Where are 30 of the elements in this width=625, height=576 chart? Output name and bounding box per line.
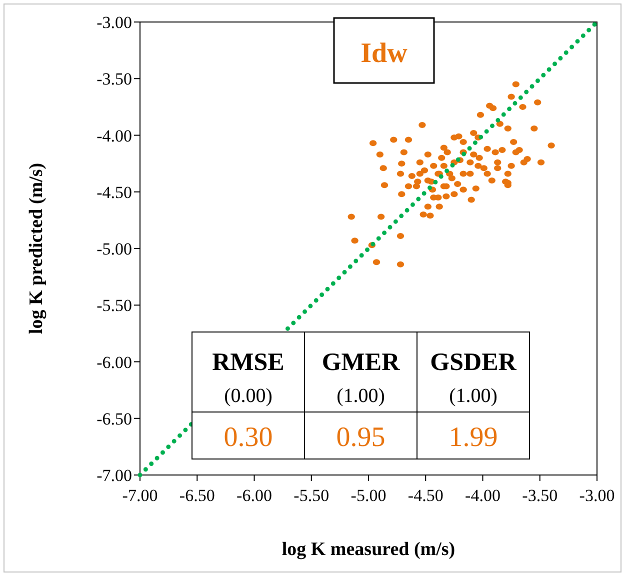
- x-tick-label: -3.50: [522, 486, 558, 505]
- y-tick-label: -6.00: [96, 352, 132, 372]
- y-tick-label: -4.00: [96, 126, 132, 146]
- annotation: (0.00): [224, 385, 272, 407]
- annotation: GSDER: [430, 349, 518, 376]
- x-tick-label: -6.50: [179, 486, 215, 505]
- x-tick-label: -5.00: [350, 486, 386, 505]
- x-tick-label: -7.00: [122, 486, 158, 505]
- y-tick-label: -7.00: [96, 466, 132, 485]
- annotation: 0.30: [224, 422, 273, 453]
- text: Idw: [360, 38, 408, 69]
- x-tick-label: -5.50: [294, 486, 330, 505]
- x-tick-label: -4.50: [408, 486, 444, 505]
- annotation: 1.99: [448, 422, 498, 453]
- x-tick-label: -6.00: [236, 486, 272, 505]
- annotation: (1.00): [336, 385, 385, 407]
- y-tick-label: -6.50: [96, 409, 132, 428]
- y-tick-label: -3.00: [96, 13, 132, 32]
- annotation: GMER: [322, 349, 401, 376]
- x-tick-label: -3.00: [579, 486, 615, 505]
- y-tick-label: -4.50: [96, 182, 132, 202]
- y-tick-label: -5.00: [96, 240, 132, 258]
- y-tick-label: -5.50: [96, 296, 132, 316]
- annotation: (1.00): [449, 385, 498, 407]
- annotation: 0.95: [336, 422, 386, 453]
- x-tick-label: -4.00: [465, 486, 500, 505]
- x-axis-title: log K measured (m/s): [282, 539, 456, 560]
- annotation: RMSE: [212, 349, 284, 376]
- y-axis-title: log K predicted (m/s): [26, 162, 47, 334]
- y-tick-label: -3.50: [96, 70, 132, 89]
